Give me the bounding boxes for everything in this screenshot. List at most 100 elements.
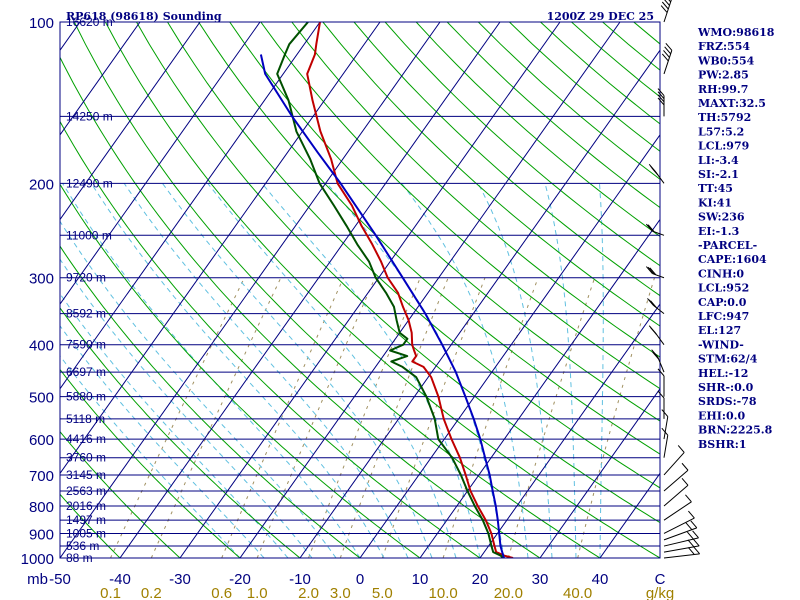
wind-barb-flag — [687, 547, 695, 555]
wind-barb-staff — [652, 273, 665, 279]
wind-barb-flag — [664, 0, 670, 6]
wind-barb-flag — [685, 494, 692, 503]
index-item: CAP:0.0 — [698, 296, 747, 309]
isotherm — [299, 49, 660, 558]
wind-barb-staff — [663, 452, 685, 476]
height-label: 3145 m — [66, 468, 106, 482]
index-item: BSHR:1 — [698, 438, 747, 451]
wind-barb-flag — [688, 510, 695, 519]
mixing-ratio-tick: 20.0 — [494, 585, 523, 600]
index-item: CAPE:1604 — [698, 253, 767, 266]
wind-barb-flag — [692, 538, 700, 547]
wind-barbs — [645, 0, 701, 559]
wind-barb-flag — [651, 167, 659, 176]
mixing-ratio-tick-labels: 0.1 0.2 0.6 1.0 2.0 3.0 5.0 10.0 20.0 40.0 g/kg — [100, 585, 674, 600]
wind-barb-flag — [650, 327, 657, 335]
wind-barb — [657, 390, 665, 419]
index-item: BRN:2225.8 — [698, 424, 773, 437]
wind-barb-flag — [657, 91, 665, 100]
pressure-tick: 400 — [29, 338, 54, 355]
chart-title: RP618 (98618) Sounding — [66, 10, 222, 23]
index-item: SHR-:0.0 — [698, 381, 754, 394]
isotherms — [60, 22, 660, 558]
wind-barb-flag — [681, 462, 689, 471]
mixing-ratio-tick: g/kg — [646, 585, 674, 600]
wind-barb — [663, 494, 692, 521]
temperature-tick: C — [655, 571, 666, 588]
pressure-tick: 200 — [29, 176, 54, 193]
wind-barb-flag — [647, 224, 655, 233]
isotherm — [359, 133, 660, 558]
mixing-ratio-tick: 3.0 — [330, 585, 351, 600]
index-item: KI:41 — [698, 196, 732, 209]
temperature-tick: 30 — [532, 571, 549, 588]
wind-barb — [663, 477, 689, 507]
height-label: 2016 m — [66, 499, 106, 513]
temperature-tick: -40 — [109, 571, 131, 588]
temperature-tick: -30 — [169, 571, 191, 588]
wind-barb — [660, 0, 672, 23]
pressure-tick: 500 — [29, 390, 54, 407]
wind-barb-flag — [660, 5, 668, 13]
index-item: SI:-2.1 — [698, 168, 739, 181]
wind-barb-flag — [649, 267, 657, 276]
index-item: PW:2.85 — [698, 69, 749, 82]
isotherm — [60, 22, 201, 221]
height-label: 1005 m — [66, 526, 106, 540]
temperature-tick: -20 — [229, 571, 251, 588]
wind-barb-flag — [681, 477, 689, 486]
index-item: LCL:979 — [698, 140, 749, 153]
index-item: LI:-3.4 — [698, 154, 739, 167]
wind-barb — [657, 88, 665, 117]
index-item: HEL:-12 — [698, 367, 748, 380]
wind-barb-flag — [677, 445, 685, 453]
wind-barb-flag — [665, 42, 673, 51]
isotherm — [60, 22, 441, 558]
mixing-ratio-tick: 0.2 — [141, 585, 162, 600]
isotherm — [479, 303, 660, 558]
pressure-tick: 1000 — [21, 551, 54, 568]
wind-barb-flag — [657, 368, 665, 377]
valid-time: 1200Z 29 DEC 25 — [547, 10, 654, 23]
wind-barb-staff — [663, 501, 692, 521]
wind-barb-flag — [657, 88, 665, 96]
temperature-tick: 40 — [592, 571, 609, 588]
pressure-unit-label: mb — [27, 571, 48, 588]
index-item: SW:236 — [698, 211, 745, 224]
temperature-tick: -10 — [289, 571, 311, 588]
index-item: FRZ:554 — [698, 40, 750, 53]
wind-barb-flag — [651, 349, 658, 358]
wind-barb-flag — [664, 46, 672, 55]
wind-barb — [661, 42, 673, 75]
wind-barb-flag — [668, 0, 672, 3]
height-label: 6697 m — [66, 365, 106, 379]
height-label: 5880 m — [66, 390, 106, 404]
index-item: -WIND- — [698, 338, 744, 351]
index-item: RH:99.7 — [698, 83, 748, 96]
height-label: 2563 m — [66, 484, 106, 498]
isotherm — [419, 218, 660, 558]
index-item: WMO:98618 — [697, 26, 775, 39]
moist-adiabat — [62, 183, 361, 558]
wind-barb-flag — [686, 531, 694, 540]
wind-barb-staff — [663, 484, 689, 507]
index-item: MAXT:32.5 — [698, 97, 766, 110]
wind-barb-staff — [663, 545, 700, 553]
height-label: 16620 m — [66, 15, 113, 29]
wind-barb-staff — [654, 332, 665, 345]
mixing-ratio-tick: 1.0 — [247, 585, 268, 600]
wind-barb — [651, 349, 665, 373]
wind-barb-staff — [663, 435, 669, 458]
wind-barb-flag — [661, 1, 669, 10]
index-item: SRDS:-78 — [698, 395, 757, 408]
isotherm — [239, 22, 621, 558]
wind-barb-staff — [663, 0, 672, 23]
mixing-ratio-line — [150, 277, 282, 558]
isotherm — [60, 22, 321, 390]
wind-barb — [647, 298, 665, 315]
temperature-tick: -50 — [49, 571, 71, 588]
wind-barb-flag — [645, 266, 653, 274]
pressure-tick-labels: 100 200 300 400 500 600 700 800 900 1000 — [21, 15, 54, 568]
pressure-tick: 300 — [29, 271, 54, 288]
wind-barb — [648, 325, 665, 345]
